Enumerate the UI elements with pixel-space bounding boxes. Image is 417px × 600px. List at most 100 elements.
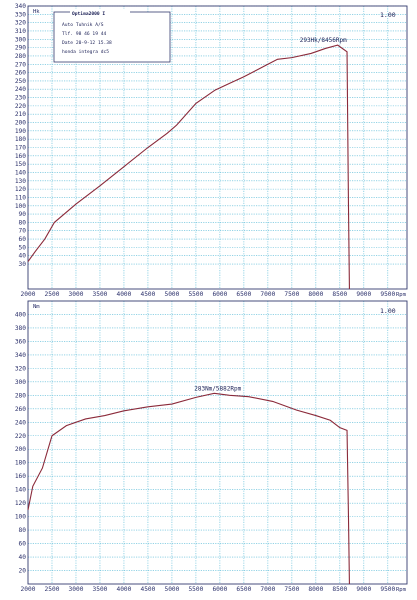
power-y-tick-label: 90	[19, 211, 27, 218]
power-y-tick-label: 210	[15, 111, 26, 118]
power-y-tick-label: 120	[15, 186, 26, 193]
power-x-tick-label: 4000	[116, 291, 131, 298]
torque-y-tick-label: 320	[15, 365, 26, 372]
torque-y-tick-label: 200	[15, 446, 26, 453]
torque-y-tick-label: 280	[15, 392, 26, 399]
power-y-tick-label: 30	[19, 261, 27, 268]
info-line-date: Date 20-9-12 15.38	[62, 40, 112, 46]
torque-y-tick-label: 120	[15, 500, 26, 507]
torque-y-tick-label: 60	[19, 541, 27, 548]
power-y-tick-label: 260	[15, 70, 26, 77]
customer-info-box: Optima2000 I Auto Tuhnik A/S Tlf. 98 46 …	[53, 9, 171, 63]
torque-x-tick-label: 3500	[93, 586, 108, 593]
torque-y-tick-label: 380	[15, 325, 26, 332]
power-y-tick-label: 170	[15, 145, 26, 152]
power-y-tick-label: 220	[15, 103, 26, 110]
torque-y-tick-label: 300	[15, 379, 26, 386]
torque-chart: 20 40 60 80 100 120 140 160 180 200 220 240 260 280 30…	[15, 300, 408, 593]
power-scale-factor: 1.00	[380, 11, 396, 19]
torque-x-tick-label: 6500	[236, 586, 251, 593]
torque-x-tick-label: 2500	[45, 586, 60, 593]
torque-x-tick-label: 9500	[380, 586, 395, 593]
torque-y-tick-label: 140	[15, 487, 26, 494]
power-y-tick-label: 140	[15, 169, 26, 176]
torque-x-tick-label: 7500	[284, 586, 299, 593]
torque-x-tick-label: 5500	[188, 586, 203, 593]
torque-y-tick-label: 220	[15, 433, 26, 440]
torque-x-ticks: 2000 2500 3000 3500 4000 4500 5000 5500 6000 6500…	[21, 586, 396, 593]
torque-curve	[27, 392, 350, 585]
power-x-tick-label: 9000	[356, 291, 371, 298]
power-x-tick-label: 7500	[284, 291, 299, 298]
power-y-tick-label: 340	[15, 3, 26, 10]
power-y-tick-label: 70	[19, 228, 27, 235]
power-x-tick-label: 3000	[69, 291, 84, 298]
power-unit-label: Hk	[33, 9, 40, 15]
power-y-tick-label: 250	[15, 78, 26, 85]
power-y-tick-label: 80	[19, 219, 27, 226]
torque-y-tick-label: 360	[15, 338, 26, 345]
torque-y-tick-label: 40	[19, 554, 27, 561]
info-box-title: Optima2000 I	[72, 11, 105, 17]
power-y-tick-label: 230	[15, 95, 26, 102]
power-y-tick-label: 60	[19, 236, 27, 243]
torque-y-tick-label: 260	[15, 406, 26, 413]
torque-y-ticks: 20 40 60 80 100 120 140 160 180 200 220 240 260 280 30…	[15, 311, 26, 574]
torque-y-tick-label: 340	[15, 352, 26, 359]
power-y-tick-label: 270	[15, 61, 26, 68]
power-x-tick-label: 2000	[21, 291, 36, 298]
torque-y-tick-label: 80	[19, 527, 27, 534]
torque-unit-label: Nm	[33, 304, 40, 310]
power-x-tick-label: 7000	[260, 291, 275, 298]
power-x-tick-label: 5500	[188, 291, 203, 298]
torque-y-tick-label: 240	[15, 419, 26, 426]
power-y-tick-label: 180	[15, 136, 26, 143]
torque-x-tick-label: 4000	[116, 586, 131, 593]
power-y-tick-label: 310	[15, 28, 26, 35]
power-x-ticks: 2000 2500 3000 3500 4000 4500 5000 5500 6000 6500…	[21, 291, 396, 298]
power-x-tick-label: 8000	[308, 291, 323, 298]
torque-y-tick-label: 20	[19, 568, 27, 575]
torque-scale-factor: 1.00	[380, 307, 396, 315]
torque-peak-annotation: 283Nm/5882Rpm	[194, 385, 241, 392]
torque-plot-frame	[27, 300, 408, 585]
power-y-tick-label: 50	[19, 244, 27, 251]
torque-x-tick-label: 2000	[21, 586, 36, 593]
power-y-tick-label: 150	[15, 161, 26, 168]
power-x-tick-label: 4500	[140, 291, 155, 298]
power-y-tick-label: 160	[15, 153, 26, 160]
power-x-tick-label: 6500	[236, 291, 251, 298]
torque-x-tick-label: 8500	[332, 586, 347, 593]
info-line-phone: Tlf. 98 46 19 44	[62, 31, 106, 37]
power-x-tick-label: 2500	[45, 291, 60, 298]
torque-x-tick-label: 7000	[260, 586, 275, 593]
power-y-tick-label: 290	[15, 45, 26, 52]
power-plot-frame	[27, 5, 408, 290]
power-y-tick-label: 240	[15, 86, 26, 93]
power-y-tick-label: 300	[15, 36, 26, 43]
torque-x-tick-label: 6000	[212, 586, 227, 593]
info-line-vehicle: honda integra dc5	[62, 49, 109, 55]
torque-x-tick-label: 4500	[140, 586, 155, 593]
torque-x-tick-label: 9000	[356, 586, 371, 593]
power-x-tick-label: 3500	[93, 291, 108, 298]
power-y-tick-label: 190	[15, 128, 26, 135]
torque-x-tick-label: 3000	[69, 586, 84, 593]
power-y-tick-label: 280	[15, 53, 26, 60]
torque-y-tick-label: 100	[15, 514, 26, 521]
power-y-tick-label: 320	[15, 20, 26, 27]
power-curve	[27, 44, 350, 290]
power-y-tick-label: 200	[15, 120, 26, 127]
torque-y-tick-label: 400	[15, 311, 26, 318]
power-rpm-label: Rpm	[396, 292, 407, 298]
power-y-tick-label: 40	[19, 253, 27, 260]
torque-y-tick-label: 180	[15, 460, 26, 467]
power-y-tick-label: 110	[15, 194, 26, 201]
power-x-tick-label: 9500	[380, 291, 395, 298]
torque-y-tick-label: 160	[15, 473, 26, 480]
power-y-tick-label: 130	[15, 178, 26, 185]
torque-x-tick-label: 5000	[164, 586, 179, 593]
